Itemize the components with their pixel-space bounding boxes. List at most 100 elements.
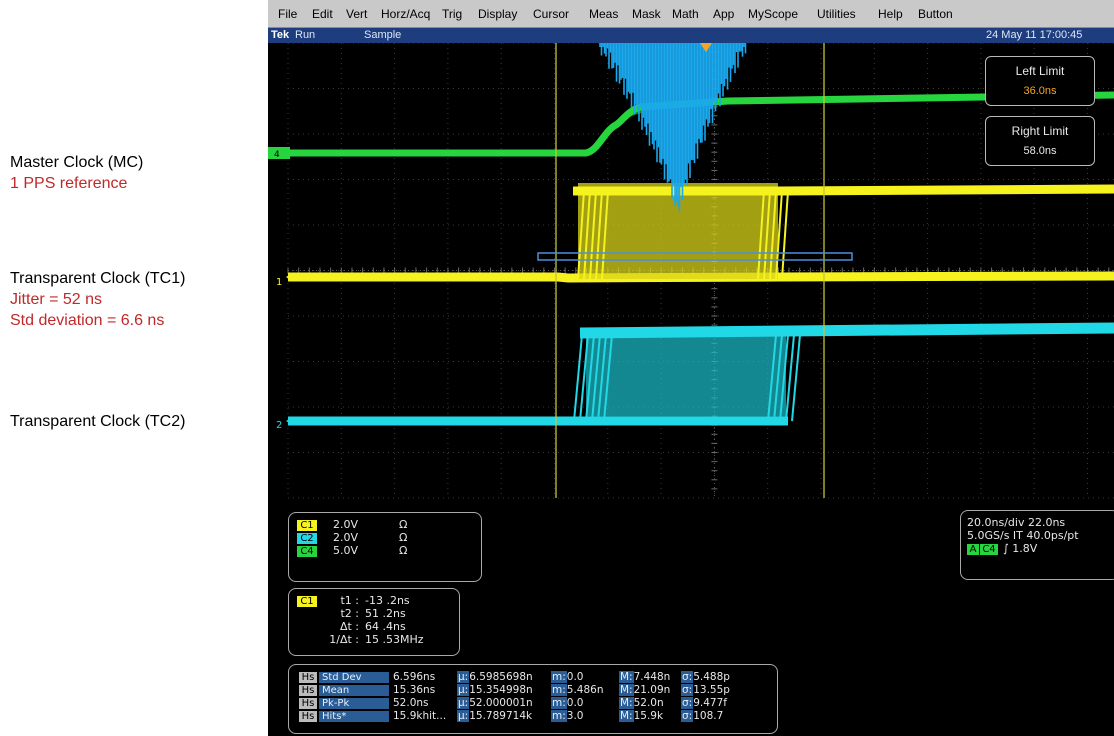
menu-display[interactable]: Display (478, 7, 518, 21)
c2-volts: 2.0V (333, 531, 359, 544)
stats-value: 0.0 (566, 671, 584, 683)
menu-button[interactable]: Button (918, 7, 953, 21)
stats-key: m: (551, 684, 567, 696)
horizontal-scale: 20.0ns/div 22.0ns (967, 516, 1066, 529)
c1-marker-label: 1 (276, 277, 282, 288)
right-limit-value: 58.0ns (1023, 145, 1057, 157)
stats-value: 9.477f (693, 697, 727, 709)
stats-value: 52.0n (633, 697, 664, 709)
cursor-source-swatch: C1 (297, 596, 317, 607)
stats-sigma-cell: σ:9.477f (681, 697, 727, 709)
stats-value: 6.596ns (393, 671, 436, 683)
menu-app[interactable]: App (713, 7, 735, 21)
stats-label: Std Dev (319, 672, 389, 683)
c1-marker[interactable]: 1 (276, 273, 292, 288)
menu-file[interactable]: File (278, 7, 298, 21)
stats-m-cell: M:15.9k (619, 710, 664, 722)
c2-coupling: Ω (399, 531, 408, 544)
left-limit-control[interactable]: Left Limit 36.0ns (985, 56, 1095, 106)
tc1-std-deviation: Std deviation = 6.6 ns (10, 312, 165, 329)
c2-marker[interactable]: 2 (276, 417, 292, 431)
delta-t-value: 64 .4ns (365, 620, 406, 633)
stats-key: µ: (457, 710, 470, 722)
c2-swatch: C2 (297, 533, 317, 544)
stats-key: σ: (681, 671, 694, 683)
stats-key: M: (619, 684, 634, 696)
stats-key: m: (551, 697, 567, 709)
c1-volts: 2.0V (333, 518, 359, 531)
menu-utilities[interactable]: Utilities (817, 7, 856, 21)
stats-value: 15.9khit... (393, 710, 447, 722)
channel-scale-panel[interactable]: C1 2.0V Ω C2 2.0V Ω C4 5.0V Ω (288, 512, 482, 582)
cursor-readout-panel[interactable]: C1 t1 : -13 .2ns t2 : 51 .2ns Δt : 64 .4… (288, 588, 460, 656)
c4-coupling: Ω (399, 544, 408, 557)
stats-value: 52.000001n (469, 697, 533, 709)
stats-mu-cell: µ:15.789714k (457, 710, 532, 722)
c1-coupling: Ω (399, 518, 408, 531)
tc1-jitter: Jitter = 52 ns (10, 291, 103, 308)
stats-m-cell: M:7.448n (619, 671, 670, 683)
stats-value: 6.5985698n (469, 671, 533, 683)
t2-label: t2 : (340, 607, 359, 620)
inv-delta-t-value: 15 .53MHz (365, 633, 424, 646)
stats-mu-cell: µ:52.000001n (457, 697, 533, 709)
mc-title: Master Clock (MC) (10, 154, 144, 171)
master-clock-annotation: Master Clock (MC) 1 PPS reference (10, 152, 143, 194)
stats-value-cell: 15.9khit... (393, 711, 446, 722)
menu-trig[interactable]: Trig (442, 7, 463, 21)
histogram-box[interactable] (537, 252, 853, 261)
stats-key: M: (619, 697, 634, 709)
stats-key: M: (619, 710, 634, 722)
menu-math[interactable]: Math (672, 7, 699, 21)
menu-meas[interactable]: Meas (589, 7, 619, 21)
c1-waveform (288, 183, 1114, 283)
stats-source: Hs (299, 698, 317, 709)
waveform-display: 4 1 2 (268, 43, 1114, 503)
menu-edit[interactable]: Edit (312, 7, 333, 21)
stats-value: 15.9k (633, 710, 664, 722)
oscilloscope-window: File Edit Vert Horz/Acq Trig Display Cur… (268, 0, 1114, 736)
stats-value-cell: 6.596ns (393, 672, 435, 683)
stats-value: 5.488p (693, 671, 730, 683)
trigger-channel: C4 (980, 544, 998, 555)
tc1-annotation: Transparent Clock (TC1) Jitter = 52 ns S… (10, 268, 185, 331)
date-time: 24 May 11 17:00:45 (986, 29, 1083, 41)
stats-source: Hs (299, 685, 317, 696)
c2-marker-label: 2 (276, 420, 282, 431)
stats-value: 52.0ns (393, 697, 429, 709)
c4-swatch: C4 (297, 546, 317, 557)
timebase-panel[interactable]: 20.0ns/div 22.0ns 5.0GS/s IT 40.0ps/pt A… (960, 510, 1114, 580)
stats-sigma-cell: σ:13.55p (681, 684, 730, 696)
trigger-level: ∫ 1.8V (1003, 542, 1038, 555)
right-limit-control[interactable]: Right Limit 58.0ns (985, 116, 1095, 166)
stats-label: Mean (319, 685, 389, 696)
histogram (599, 43, 747, 212)
menu-mask[interactable]: Mask (632, 7, 661, 21)
inv-delta-t-label: 1/Δt : (329, 633, 359, 646)
menu-bar: File Edit Vert Horz/Acq Trig Display Cur… (268, 0, 1114, 28)
stats-sigma-cell: σ:5.488p (681, 671, 730, 683)
stats-key: M: (619, 671, 634, 683)
stats-value: 21.09n (633, 684, 671, 696)
menu-vert[interactable]: Vert (346, 7, 368, 21)
measurement-stats-panel[interactable]: Hs Std Dev 6.596ns µ:6.5985698n m:0.0 M:7.448… (288, 664, 778, 734)
c4-marker[interactable]: 4 (268, 147, 290, 160)
stats-sigma-cell: σ:108.7 (681, 710, 723, 722)
trigger-position-marker[interactable] (700, 43, 712, 52)
sample-rate: 5.0GS/s IT 40.0ps/pt (967, 529, 1079, 542)
stats-value: 15.36ns (393, 684, 436, 696)
menu-help[interactable]: Help (878, 7, 903, 21)
menu-horz-acq[interactable]: Horz/Acq (381, 7, 431, 21)
mc-subtitle: 1 PPS reference (10, 175, 128, 192)
tek-logo: Tek (271, 29, 290, 41)
stats-m-cell: m:0.0 (551, 671, 584, 683)
menu-cursor[interactable]: Cursor (533, 7, 570, 21)
stats-m-cell: M:52.0n (619, 697, 664, 709)
acq-mode: Sample (364, 29, 402, 41)
stats-value: 3.0 (566, 710, 584, 722)
c4-volts: 5.0V (333, 544, 359, 557)
stats-value: 5.486n (566, 684, 604, 696)
t1-label: t1 : (340, 594, 359, 607)
menu-myscope[interactable]: MyScope (748, 7, 799, 21)
stats-mu-cell: µ:15.354998n (457, 684, 533, 696)
